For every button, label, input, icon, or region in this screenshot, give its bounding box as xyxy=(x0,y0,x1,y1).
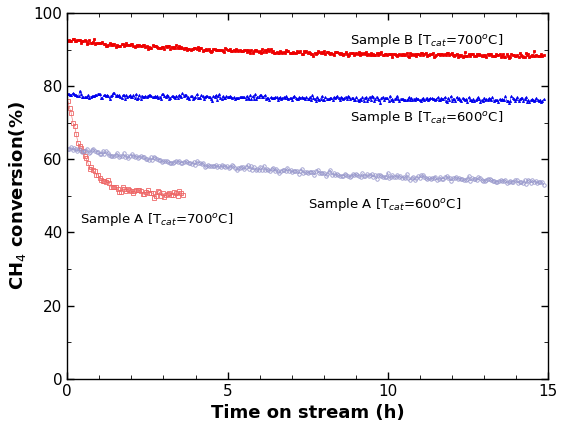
sampleA_600 xyxy=(497,178,504,183)
sampleA_600 xyxy=(540,183,547,188)
sampleB_600 xyxy=(412,95,419,100)
sampleA_700 xyxy=(91,169,98,174)
sampleB_600 xyxy=(540,97,547,102)
sampleA_600 xyxy=(66,147,73,152)
sampleB_600 xyxy=(365,97,372,102)
sampleA_600 xyxy=(357,174,364,179)
sampleA_700 xyxy=(64,99,71,104)
sampleB_600 xyxy=(377,100,384,106)
sampleA_700 xyxy=(164,191,171,196)
sampleB_700 xyxy=(123,41,130,46)
sampleA_600 xyxy=(64,146,71,151)
sampleB_600 xyxy=(76,88,83,94)
sampleA_700 xyxy=(179,193,186,198)
sampleB_700 xyxy=(221,49,228,54)
sampleB_600 xyxy=(221,96,228,101)
sampleB_700 xyxy=(254,49,261,54)
Line: sampleA_700: sampleA_700 xyxy=(66,100,184,200)
sampleB_700 xyxy=(409,51,416,57)
sampleB_600 xyxy=(64,91,71,97)
sampleB_600 xyxy=(123,93,130,98)
sampleB_700 xyxy=(64,38,71,43)
sampleA_600 xyxy=(349,172,356,177)
sampleB_700 xyxy=(365,51,372,57)
sampleB_700 xyxy=(69,36,76,41)
Text: Sample A [T$_{cat}$=600$^o$C]: Sample A [T$_{cat}$=600$^o$C] xyxy=(308,196,461,214)
Text: Sample B [T$_{cat}$=700$^o$C]: Sample B [T$_{cat}$=700$^o$C] xyxy=(350,32,503,49)
sampleB_700 xyxy=(411,51,418,57)
Text: Sample B [T$_{cat}$=600$^o$C]: Sample B [T$_{cat}$=600$^o$C] xyxy=(350,109,503,126)
sampleB_700 xyxy=(506,56,512,61)
sampleA_600 xyxy=(347,174,354,179)
sampleA_700 xyxy=(99,178,106,183)
sampleB_600 xyxy=(410,96,417,101)
sampleA_600 xyxy=(467,178,474,184)
Text: Sample A [T$_{cat}$=700$^o$C]: Sample A [T$_{cat}$=700$^o$C] xyxy=(80,211,233,228)
sampleA_700 xyxy=(151,195,158,200)
sampleA_700 xyxy=(128,188,134,193)
X-axis label: Time on stream (h): Time on stream (h) xyxy=(211,404,405,422)
sampleA_600 xyxy=(68,145,75,150)
Line: sampleB_600: sampleB_600 xyxy=(67,90,545,104)
Y-axis label: CH$_4$ conversion(%): CH$_4$ conversion(%) xyxy=(7,101,28,290)
Line: sampleA_600: sampleA_600 xyxy=(66,145,545,187)
Line: sampleB_700: sampleB_700 xyxy=(67,38,545,59)
sampleB_700 xyxy=(540,53,547,58)
sampleA_700 xyxy=(163,193,170,198)
sampleA_700 xyxy=(80,149,86,154)
sampleB_600 xyxy=(254,94,261,100)
